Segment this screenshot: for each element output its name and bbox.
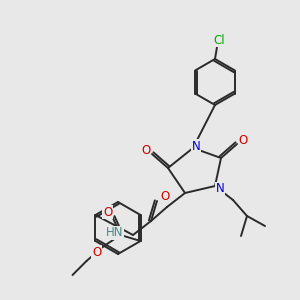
Text: N: N (216, 182, 224, 196)
Text: O: O (141, 143, 151, 157)
Text: Cl: Cl (213, 34, 225, 46)
Text: O: O (160, 190, 169, 202)
Text: O: O (92, 245, 101, 259)
Text: HN: HN (106, 226, 123, 239)
Text: N: N (192, 140, 200, 152)
Text: O: O (103, 206, 112, 218)
Text: O: O (238, 134, 247, 148)
